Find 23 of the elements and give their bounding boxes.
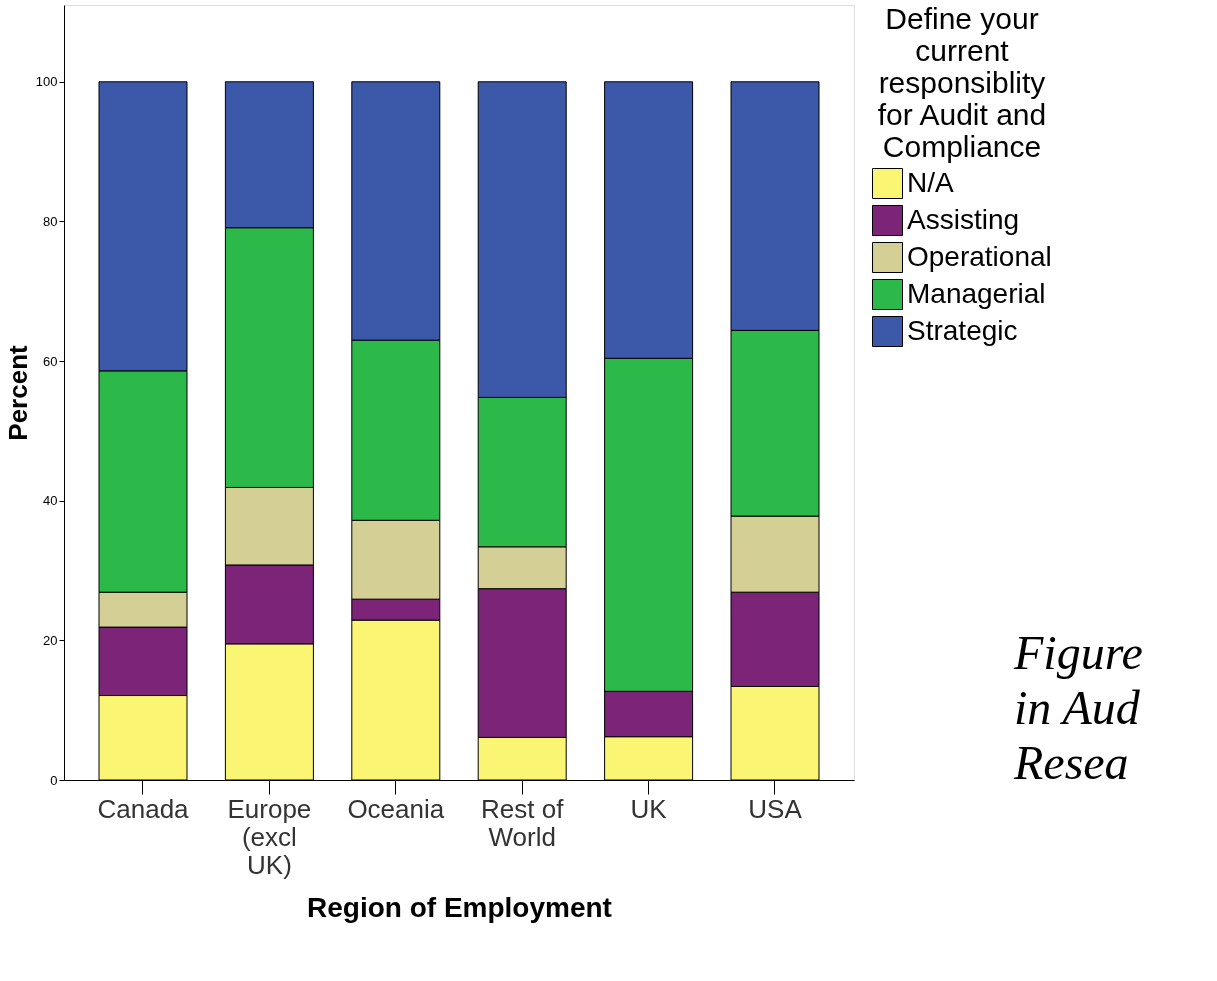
legend-label: N/A <box>907 166 954 198</box>
text: in Aud <box>1014 681 1141 734</box>
legend-label: Managerial <box>907 277 1046 309</box>
x-tick-label: USA <box>748 793 803 824</box>
y-axis-title: Percent <box>2 344 33 441</box>
text: Resea <box>1013 736 1129 789</box>
x-tick-label: Canada <box>97 793 190 824</box>
legend-label: Strategic <box>907 314 1018 346</box>
y-tick-label: 80 <box>43 213 58 229</box>
x-axis-title: Region of Employment <box>307 891 612 923</box>
x-tick-label: Rest of World <box>481 793 565 852</box>
x-tick-label: Europe (excl UK) <box>227 793 312 880</box>
legend-title: Define your current responsiblity for Audit and Compliance <box>877 2 1047 163</box>
x-tick-label: Oceania <box>347 793 445 824</box>
y-tick-label: 60 <box>43 353 58 369</box>
x-tick-label: UK <box>630 793 668 824</box>
y-tick-label: 40 <box>43 493 58 509</box>
text: Figure <box>1013 626 1143 679</box>
legend-label: Assisting <box>907 203 1020 235</box>
y-tick-label: 100 <box>35 74 58 90</box>
y-tick-label: 20 <box>43 632 58 648</box>
legend-label: Operational <box>907 240 1052 272</box>
y-tick-label: 0 <box>50 772 58 788</box>
